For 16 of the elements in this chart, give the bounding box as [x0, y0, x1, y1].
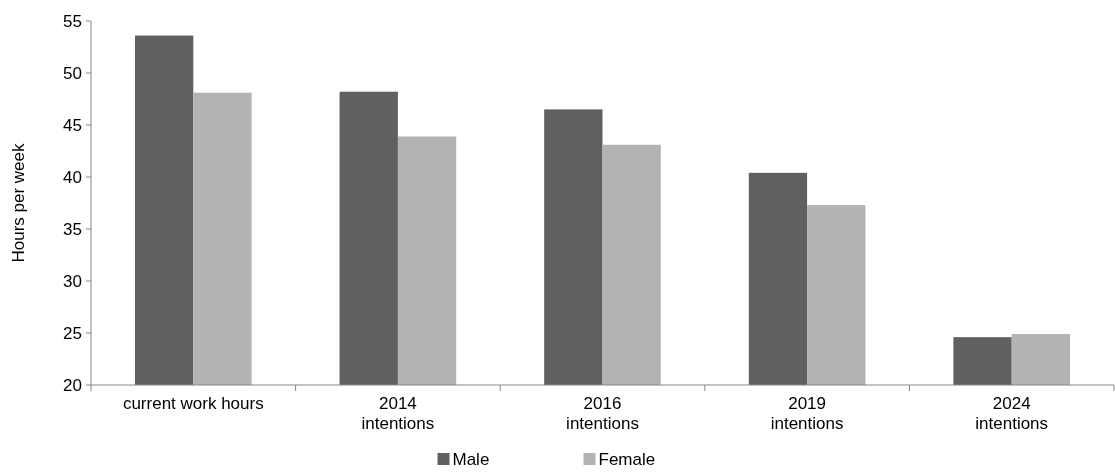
legend-label: Male	[452, 450, 490, 469]
x-tick-label: 2024 intentions	[975, 394, 1049, 433]
y-tick-label: 50	[63, 63, 82, 83]
legend-label: Female	[598, 450, 656, 469]
y-tick-label: 45	[63, 115, 82, 135]
x-tick-label: 2014 intentions	[361, 394, 435, 433]
y-tick-label: 25	[63, 323, 82, 343]
y-axis-title: Hours per week	[9, 142, 28, 263]
y-tick-label: 40	[63, 167, 82, 187]
y-tick-label: 20	[63, 375, 82, 395]
x-tick-label: 2016 intentions	[566, 394, 639, 433]
y-tick-label: 35	[63, 219, 82, 239]
x-tick-label: current work hours	[122, 394, 264, 413]
x-tick-label: 2019 intentions	[770, 394, 844, 433]
y-tick-label: 30	[63, 271, 82, 291]
y-tick-label: 55	[63, 11, 82, 31]
